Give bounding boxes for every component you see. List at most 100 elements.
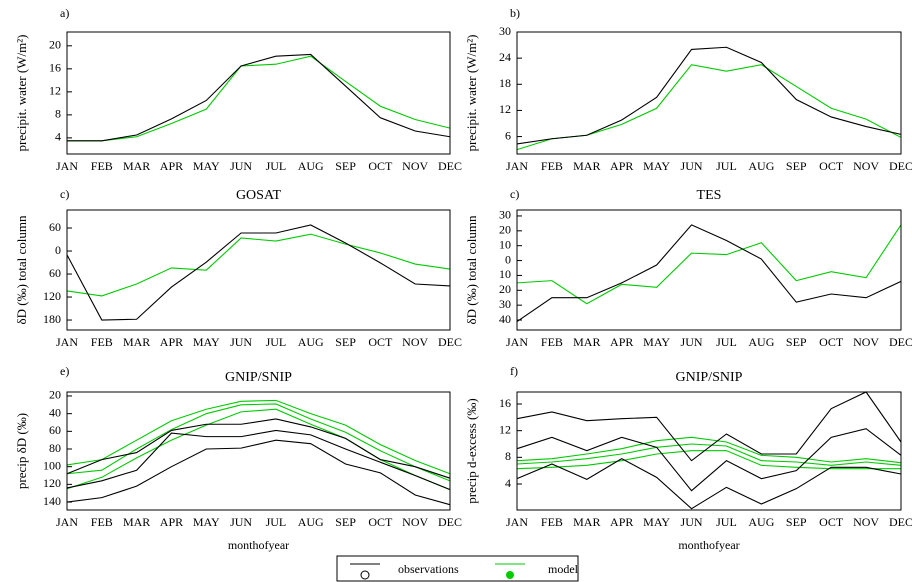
y-tick-label: 20 [499,282,511,296]
x-tick-label: JUL [716,159,737,173]
x-tick-label: SEP [786,515,807,529]
data-line [516,428,902,492]
data-line [66,403,451,482]
y-tick-label: 12 [499,422,511,436]
x-tick-label: FEB [541,159,563,173]
y-tick-label: 60 [49,423,61,437]
x-tick-label: DEC [889,335,912,349]
x-tick-label: FEB [541,335,563,349]
x-tick-label: AUG [298,515,324,529]
data-line [516,450,901,470]
y-tick-label: 16 [499,396,511,410]
x-axis-label: monthofyear [678,538,739,552]
y-tick-label: 8 [55,107,61,121]
x-tick-label: APR [160,515,183,529]
x-tick-label: JUN [230,335,252,349]
legend-label: observations [398,562,459,576]
data-line [66,224,451,321]
y-tick-label: 60 [49,220,61,234]
y-tick-label: 20 [49,38,61,52]
x-tick-label: MAR [573,159,600,173]
x-tick-label: MAR [123,515,150,529]
y-tick-label: 80 [49,441,61,455]
data-line [67,53,451,142]
x-tick-label: JUL [266,335,287,349]
panel-title: TES [697,188,722,203]
x-tick-label: NOV [853,515,879,529]
x-tick-label: OCT [368,515,393,529]
data-line [516,46,902,145]
plot-frame [516,209,902,331]
x-tick-label: OCT [368,335,393,349]
x-tick-label: JUL [716,515,737,529]
panel-label: c) [60,187,69,201]
data-line [67,55,451,142]
legend-box [336,555,579,582]
x-tick-label: FEB [91,159,113,173]
y-tick-label: 40 [499,312,511,326]
x-tick-label: AUG [748,335,774,349]
x-tick-label: APR [610,335,633,349]
data-line [516,224,902,322]
y-axis-label: precip d-excess (‰) [464,398,479,503]
x-tick-label: SEP [335,159,356,173]
data-line [516,391,902,462]
x-tick-label: JAN [506,515,528,529]
x-tick-label: OCT [819,335,844,349]
data-line [516,443,902,466]
y-tick-label: 18 [499,76,511,90]
x-tick-label: JAN [56,335,78,349]
data-line [66,233,451,297]
x-tick-label: SEP [335,515,356,529]
x-axis-label: monthofyear [228,538,289,552]
x-tick-label: JAN [506,159,528,173]
y-axis-label: precip δD (‰) [14,413,29,489]
y-tick-label: 60 [49,266,61,280]
x-tick-label: FEB [91,515,113,529]
x-tick-label: NOV [853,159,879,173]
y-axis-label: δD (‰) total column [14,215,29,325]
x-tick-label: AUG [748,515,774,529]
x-tick-label: AUG [298,335,324,349]
data-line [66,418,451,479]
panel-label: b) [510,6,520,20]
x-tick-label: MAR [573,515,600,529]
x-tick-label: JUL [266,159,287,173]
panel-title: GNIP/SNIP [225,370,292,385]
plot-frame [66,31,451,155]
x-tick-label: JUN [681,335,703,349]
y-tick-label: 24 [499,50,511,64]
data-line [66,408,451,491]
x-tick-label: DEC [889,159,912,173]
x-tick-label: OCT [368,159,393,173]
x-tick-label: JAN [506,335,528,349]
y-tick-label: 140 [43,494,61,508]
plot-frame [516,391,902,511]
y-tick-label: 180 [43,312,61,326]
panel-label: a) [60,6,69,20]
x-tick-label: NOV [402,159,428,173]
y-axis-label: precipit. water (W/m²) [464,35,479,152]
x-tick-label: APR [610,159,633,173]
y-tick-label: 10 [499,237,511,251]
x-tick-label: APR [610,515,633,529]
panel-label: c) [510,187,519,201]
y-tick-label: 120 [43,289,61,303]
panel-label: f) [510,364,518,378]
panel-title: GNIP/SNIP [676,370,743,385]
x-tick-label: MAY [643,515,670,529]
y-axis-label: δD (‰) total column [464,215,479,325]
legend-marker [506,571,514,579]
legend: observations model [336,555,579,582]
legend-label: model [548,562,579,576]
x-tick-label: OCT [819,515,844,529]
x-tick-label: MAY [193,159,220,173]
x-tick-label: AUG [298,159,324,173]
y-tick-label: 20 [499,223,511,237]
x-tick-label: MAY [193,515,220,529]
x-tick-label: JUN [230,515,252,529]
y-tick-label: 30 [499,297,511,311]
x-tick-label: AUG [748,159,774,173]
x-tick-label: MAR [123,335,150,349]
